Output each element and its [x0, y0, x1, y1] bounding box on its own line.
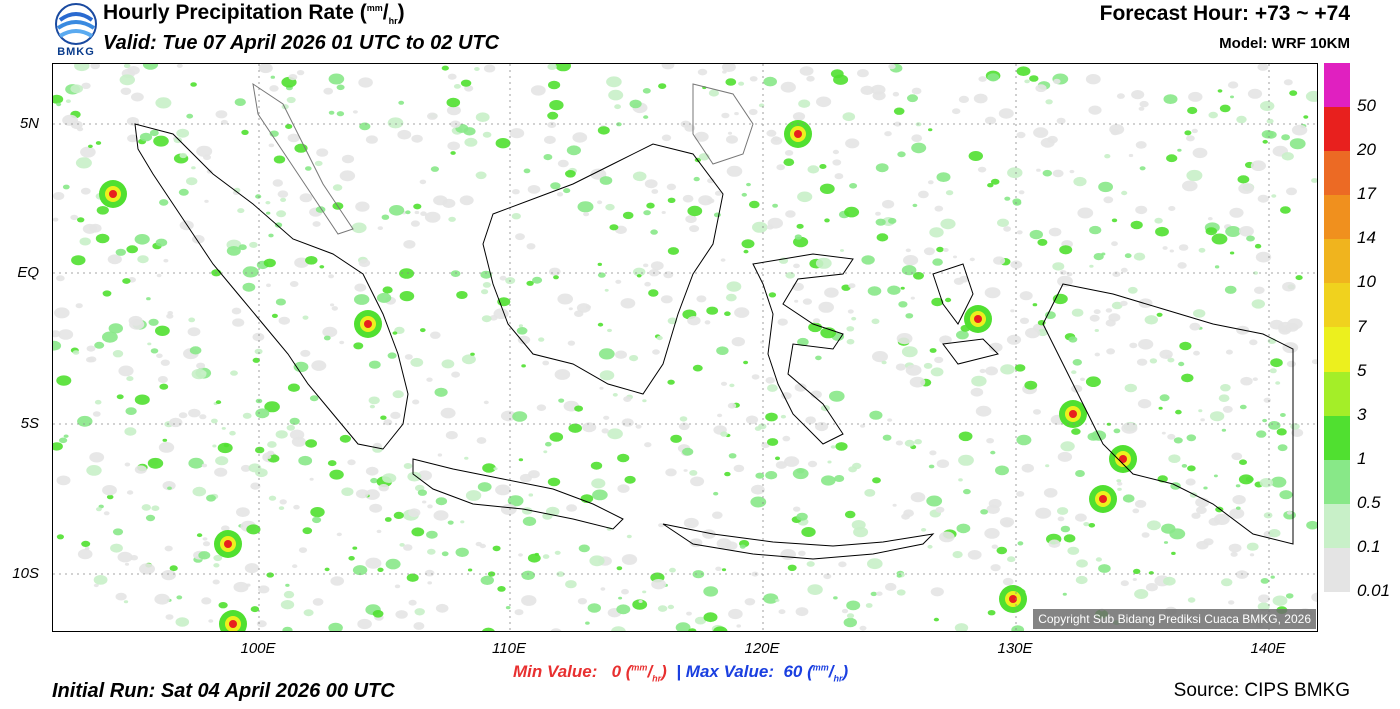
max-value: Max Value: 60 (mm/hr) — [685, 662, 849, 684]
legend-label: 5 — [1357, 360, 1367, 380]
heavy-rain-cell — [1009, 595, 1017, 603]
heavy-rain-cell — [229, 620, 237, 628]
land-outlines — [134, 82, 1294, 560]
heavy-rain-cell — [109, 190, 117, 198]
sumatra-outline — [134, 123, 409, 450]
legend-swatch — [1324, 503, 1350, 548]
lon-label-100e: 100E — [240, 640, 276, 657]
lon-label-110e: 110E — [492, 640, 526, 657]
forecast-hour: Forecast Hour: +73 ~ +74 — [1099, 2, 1350, 25]
legend-label: 0.01 — [1357, 581, 1391, 600]
legend-swatch — [1324, 195, 1350, 240]
min-max-values: Min Value: 0 (mm/hr) | Max Value: 60 (mm… — [513, 662, 849, 684]
lat-label-10s: 10S — [12, 565, 39, 582]
heavy-rain-cell — [794, 130, 802, 138]
lat-label-eq: EQ — [17, 264, 39, 281]
legend-swatch — [1324, 327, 1350, 372]
logo-text: BMKG — [57, 46, 95, 58]
heavy-rain-cell — [1069, 410, 1077, 418]
new-guinea-outline — [1042, 283, 1294, 545]
legend-label: 17 — [1357, 184, 1376, 204]
graticule — [53, 64, 1317, 631]
legend-swatch — [1324, 283, 1350, 328]
lon-label-140e: 140E — [1250, 640, 1286, 657]
legend-label: 1 — [1357, 448, 1367, 468]
legend-swatch — [1324, 371, 1350, 416]
lon-label-120e: 120E — [744, 640, 780, 657]
source-label: Source: CIPS BMKG — [1173, 680, 1350, 701]
legend-label: 50 — [1357, 96, 1376, 116]
legend-swatch — [1324, 239, 1350, 284]
precipitation-field — [53, 64, 1317, 631]
lon-label-130e: 130E — [997, 640, 1033, 657]
precipitation-map — [52, 63, 1318, 632]
legend-swatch — [1324, 151, 1350, 196]
heavy-rain-cell — [224, 540, 232, 548]
heavy-rain-cell — [1119, 455, 1127, 463]
valid-time: Valid: Tue 07 April 2026 01 UTC to 02 UT… — [103, 32, 500, 54]
chart-title: Hourly Precipitation Rate (mm/hr) — [103, 1, 405, 27]
heavy-rain-cell — [974, 315, 982, 323]
mindanao-outline — [692, 83, 754, 165]
legend-swatch — [1324, 415, 1350, 460]
map-canvas — [53, 64, 1317, 631]
initial-run: Initial Run: Sat 04 April 2026 00 UTC — [52, 680, 395, 702]
java-outline — [412, 458, 624, 530]
legend-label: 7 — [1357, 316, 1367, 336]
min-value: Min Value: 0 (mm/hr) — [513, 662, 667, 684]
maluku-outline — [932, 263, 999, 365]
heavy-rain-cell — [364, 320, 372, 328]
copyright-notice: Copyright Sub Bidang Prediksi Cuaca BMKG… — [1033, 609, 1316, 629]
sulawesi-outline — [752, 253, 854, 445]
legend-swatch — [1324, 459, 1350, 504]
heavy-rain-cell — [1099, 495, 1107, 503]
legend-label: 0.5 — [1357, 492, 1381, 512]
model-label: Model: WRF 10KM — [1219, 35, 1350, 52]
legend-label: 10 — [1357, 272, 1376, 292]
legend-swatch — [1324, 107, 1350, 152]
malay-peninsula-outline — [252, 82, 354, 235]
color-legend — [1324, 63, 1350, 592]
lat-label-5n: 5N — [19, 115, 39, 132]
bmkg-logo — [52, 2, 100, 60]
borneo-outline — [482, 143, 724, 395]
legend-label: 3 — [1357, 404, 1367, 424]
legend-label: 20 — [1357, 140, 1376, 160]
legend-label: 0.1 — [1357, 536, 1381, 556]
legend-label: 14 — [1357, 228, 1376, 248]
lat-label-5s: 5S — [20, 415, 39, 432]
legend-swatch — [1324, 547, 1350, 592]
nusa-tenggara-outline — [662, 523, 935, 560]
legend-swatch — [1324, 63, 1350, 108]
